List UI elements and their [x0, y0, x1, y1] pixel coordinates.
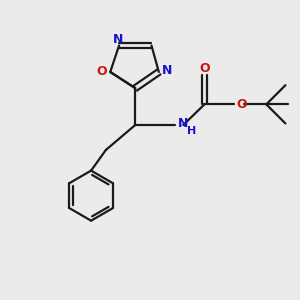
Text: O: O [236, 98, 247, 111]
Text: N: N [113, 33, 124, 46]
Text: N: N [162, 64, 172, 77]
Text: H: H [188, 126, 196, 136]
Text: O: O [97, 65, 107, 79]
Text: N: N [177, 117, 188, 130]
Text: O: O [199, 62, 210, 75]
